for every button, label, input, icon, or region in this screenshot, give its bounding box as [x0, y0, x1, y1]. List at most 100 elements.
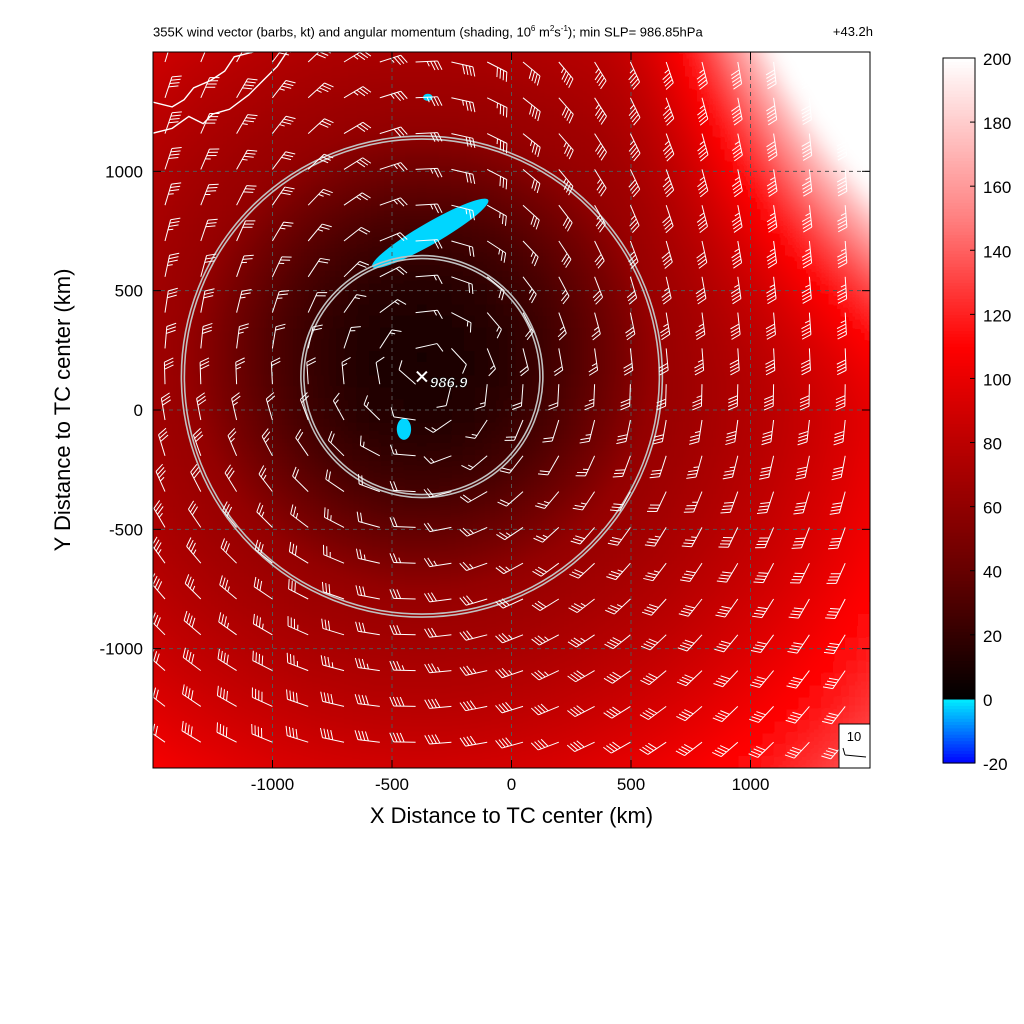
- field-cell: [415, 469, 429, 483]
- field-cell: [571, 624, 585, 638]
- field-cell: [164, 302, 178, 316]
- field-cell: [332, 612, 346, 626]
- field-cell: [750, 231, 764, 244]
- field-cell: [655, 768, 668, 781]
- field-cell: [619, 696, 632, 710]
- field-cell: [774, 195, 788, 209]
- field-cell: [427, 708, 441, 722]
- field-cell: [714, 338, 728, 352]
- field-cell: [810, 684, 824, 698]
- field-cell: [678, 350, 692, 364]
- field-cell: [153, 612, 154, 626]
- wind-barb: [765, 312, 776, 340]
- field-cell: [714, 219, 728, 233]
- field-cell: [523, 481, 537, 495]
- field-cell: [666, 541, 680, 555]
- field-cell: [200, 445, 214, 459]
- wind-barb: [164, 287, 178, 313]
- field-cell: [762, 16, 775, 29]
- field-cell: [380, 159, 393, 173]
- field-cell: [487, 219, 501, 233]
- field-cell: [642, 624, 656, 638]
- field-cell: [511, 469, 525, 483]
- field-cell: [272, 314, 286, 328]
- field-cell: [858, 290, 870, 304]
- field-cell: [870, 267, 883, 280]
- field-cell: [846, 266, 860, 280]
- field-cell: [822, 660, 836, 674]
- field-cell: [523, 87, 537, 101]
- field-cell: [583, 28, 596, 41]
- field-cell: [368, 624, 382, 638]
- field-cell: [212, 708, 226, 722]
- wind-barb: [558, 169, 574, 196]
- field-cell: [451, 63, 465, 77]
- field-cell: [356, 732, 370, 746]
- field-cell: [153, 469, 154, 483]
- field-cell: [296, 87, 310, 101]
- field-cell: [822, 338, 836, 352]
- field-cell: [714, 159, 728, 173]
- field-cell: [392, 183, 405, 197]
- wind-barb: [495, 702, 524, 714]
- field-cell: [356, 16, 369, 29]
- field-cell: [762, 756, 776, 768]
- field-cell: [547, 600, 561, 614]
- field-cell: [738, 135, 752, 149]
- field-cell: [535, 290, 549, 304]
- field-cell: [726, 242, 740, 256]
- field-cell: [296, 445, 310, 459]
- field-cell: [284, 242, 298, 256]
- field-cell: [296, 541, 310, 555]
- field-cell: [858, 469, 870, 483]
- wind-barb: [158, 427, 169, 456]
- field-cell: [272, 648, 286, 662]
- field-cell: [798, 135, 812, 149]
- field-cell: [631, 720, 644, 734]
- field-cell: [894, 637, 907, 650]
- field-cell: [200, 338, 214, 352]
- field-cell: [308, 433, 322, 447]
- field-cell: [595, 254, 609, 268]
- field-cell: [153, 338, 166, 352]
- field-cell: [583, 254, 597, 268]
- field-cell: [356, 660, 370, 674]
- field-cell: [212, 52, 226, 65]
- field-cell: [654, 135, 668, 149]
- wind-barb: [325, 469, 345, 493]
- field-cell: [702, 445, 716, 459]
- wind-barb: [288, 579, 309, 600]
- wind-barb: [716, 562, 739, 583]
- field-cell: [188, 63, 202, 77]
- field-cell: [296, 290, 310, 304]
- wind-barb: [647, 491, 667, 513]
- field-cell: [427, 660, 441, 674]
- field-cell: [475, 52, 489, 65]
- field-cell: [129, 303, 142, 316]
- field-cell: [571, 302, 585, 316]
- wind-barb: [750, 634, 775, 654]
- field-cell: [164, 433, 178, 447]
- field-cell: [392, 147, 405, 161]
- field-cell: [475, 720, 489, 734]
- wind-barb: [766, 97, 778, 126]
- field-cell: [129, 732, 142, 745]
- y-axis-label: Y Distance to TC center (km): [50, 269, 75, 552]
- field-cell: [380, 87, 393, 101]
- field-cell: [654, 612, 668, 626]
- field-cell: [654, 231, 668, 244]
- field-cell: [463, 398, 477, 412]
- wind-barb: [236, 254, 254, 277]
- field-cell: [619, 565, 632, 579]
- colorbar-tick-label: 100: [983, 370, 1011, 389]
- field-cell: [153, 219, 166, 233]
- field-cell: [774, 517, 788, 531]
- field-cell: [188, 254, 202, 268]
- field-cell: [153, 708, 166, 722]
- field-cell: [583, 505, 597, 519]
- field-cell: [188, 636, 202, 650]
- field-cell: [260, 565, 274, 579]
- field-cell: [332, 386, 346, 400]
- field-cell: [822, 123, 836, 137]
- field-cell: [654, 732, 668, 746]
